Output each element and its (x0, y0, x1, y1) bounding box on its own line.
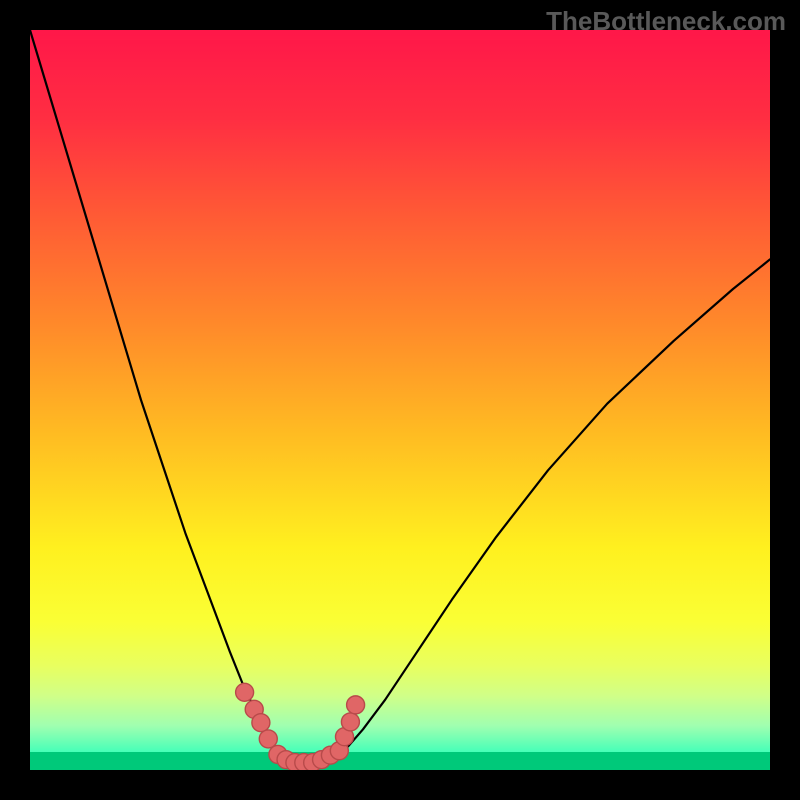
curve-marker (252, 714, 270, 732)
bottleneck-curve (30, 30, 770, 764)
curve-marker (341, 713, 359, 731)
curve-marker (259, 730, 277, 748)
curve-marker (236, 683, 254, 701)
curve-marker (347, 696, 365, 714)
curve-markers (236, 683, 365, 770)
chart-overlay (30, 30, 770, 770)
bottleneck-chart (30, 30, 770, 770)
